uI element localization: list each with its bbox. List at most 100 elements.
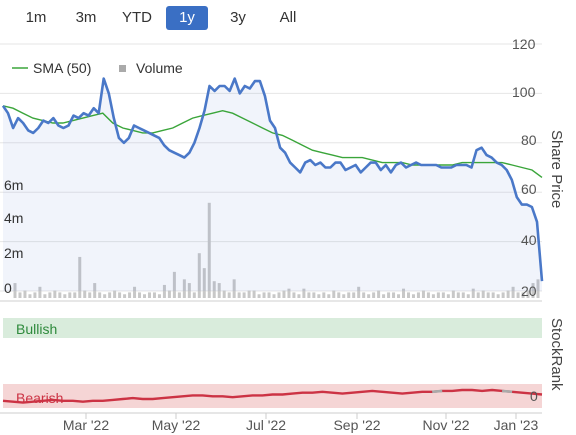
volume-bar [33,292,37,298]
volume-bar [48,292,52,298]
volume-bar [13,283,17,298]
volume-bar [282,290,286,298]
volume-bar [232,279,236,298]
price-gridlines [0,43,542,292]
volume-bar [212,281,216,298]
bullish-band [3,318,542,338]
volume-bar [486,292,490,298]
volume-bar [411,294,415,298]
volume-bar [357,286,361,298]
volume-bar [58,292,62,298]
volume-bar [103,294,107,298]
price-tick-label: 40 [521,232,537,248]
volume-bar [197,253,201,298]
volume-bar [128,292,132,298]
volume-bar [501,292,505,298]
x-tick-label: Sep '22 [333,417,380,433]
volume-bar [113,290,117,298]
volume-bar [88,292,92,298]
volume-bar [98,292,102,298]
volume-tick-label: 6m [4,177,23,193]
legend-volume-label: Volume [136,60,183,76]
volume-bar [362,292,366,298]
volume-bar [307,292,311,298]
price-tick-label: 60 [521,181,537,197]
volume-bar [38,286,42,298]
volume-bar [257,294,261,298]
volume-bar [491,292,495,298]
volume-bar [147,292,151,298]
stockrank-zero-label: 0 [530,388,538,404]
volume-bar [18,292,22,298]
legend: SMA (50) Volume [12,60,183,76]
sma-line [2,105,543,178]
volume-bar [446,294,450,298]
range-button-3m[interactable]: 3m [75,9,97,26]
range-button-all[interactable]: All [279,9,297,26]
price-tick-label: 20 [521,283,537,299]
volume-tick-label: 2m [4,245,23,261]
volume-bar [43,294,47,298]
volume-bar [496,294,500,298]
volume-bar [133,286,137,298]
volume-bar [317,294,321,298]
volume-bar [456,292,460,298]
x-tick-label: Jan '23 [494,417,539,433]
volume-bar [382,294,386,298]
range-selector: 1m 3m YTD 1y 3y All [0,0,576,36]
range-button-1y[interactable]: 1y [166,6,208,30]
volume-bar [476,292,480,298]
volume-bar [406,292,410,298]
volume-bar [118,292,122,298]
volume-bar [481,290,485,298]
stockrank-title: StockRank [548,318,565,391]
volume-bar [68,292,72,298]
volume-bars [13,202,540,298]
volume-bar [332,290,336,298]
price-line [1,77,544,282]
legend-volume-swatch [119,65,126,72]
volume-bar [292,292,296,298]
volume-bar [352,292,356,298]
volume-bar [436,292,440,298]
volume-bar [397,294,401,298]
legend-sma-label: SMA (50) [33,60,91,76]
x-tick-label: Jul '22 [246,417,286,433]
volume-bar [337,292,341,298]
volume-bar [108,292,112,298]
volume-bar [377,290,381,298]
volume-bar [138,292,142,298]
volume-bar [506,290,510,298]
price-tick-label: 80 [521,132,537,148]
volume-bar [207,202,211,298]
volume-bar [53,290,57,298]
x-tick-label: May '22 [152,417,201,433]
range-button-3y[interactable]: 3y [230,9,246,26]
volume-bar [227,292,231,298]
volume-bar [327,294,331,298]
volume-bar [526,290,530,298]
range-button-ytd[interactable]: YTD [122,9,152,26]
stockrank-grey-segments [432,389,513,394]
x-tick-label: Mar '22 [63,417,109,433]
volume-bar [242,292,246,298]
volume-bar [222,290,226,298]
price-axis: 120 100 80 60 40 20 Share Price [512,36,565,299]
volume-bar [322,292,326,298]
volume-bar [297,294,301,298]
volume-bar [342,294,346,298]
volume-bar [426,292,430,298]
volume-bar [93,283,97,298]
range-button-1m[interactable]: 1m [25,9,47,26]
volume-bar [461,292,465,298]
volume-bar [277,292,281,298]
volume-bar [312,292,316,298]
x-tick-label: Nov '22 [422,417,469,433]
volume-bar [152,292,156,298]
volume-bar [187,283,191,298]
volume-bar [387,292,391,298]
volume-bar [347,292,351,298]
volume-bar [73,292,77,298]
volume-bar [511,286,515,298]
